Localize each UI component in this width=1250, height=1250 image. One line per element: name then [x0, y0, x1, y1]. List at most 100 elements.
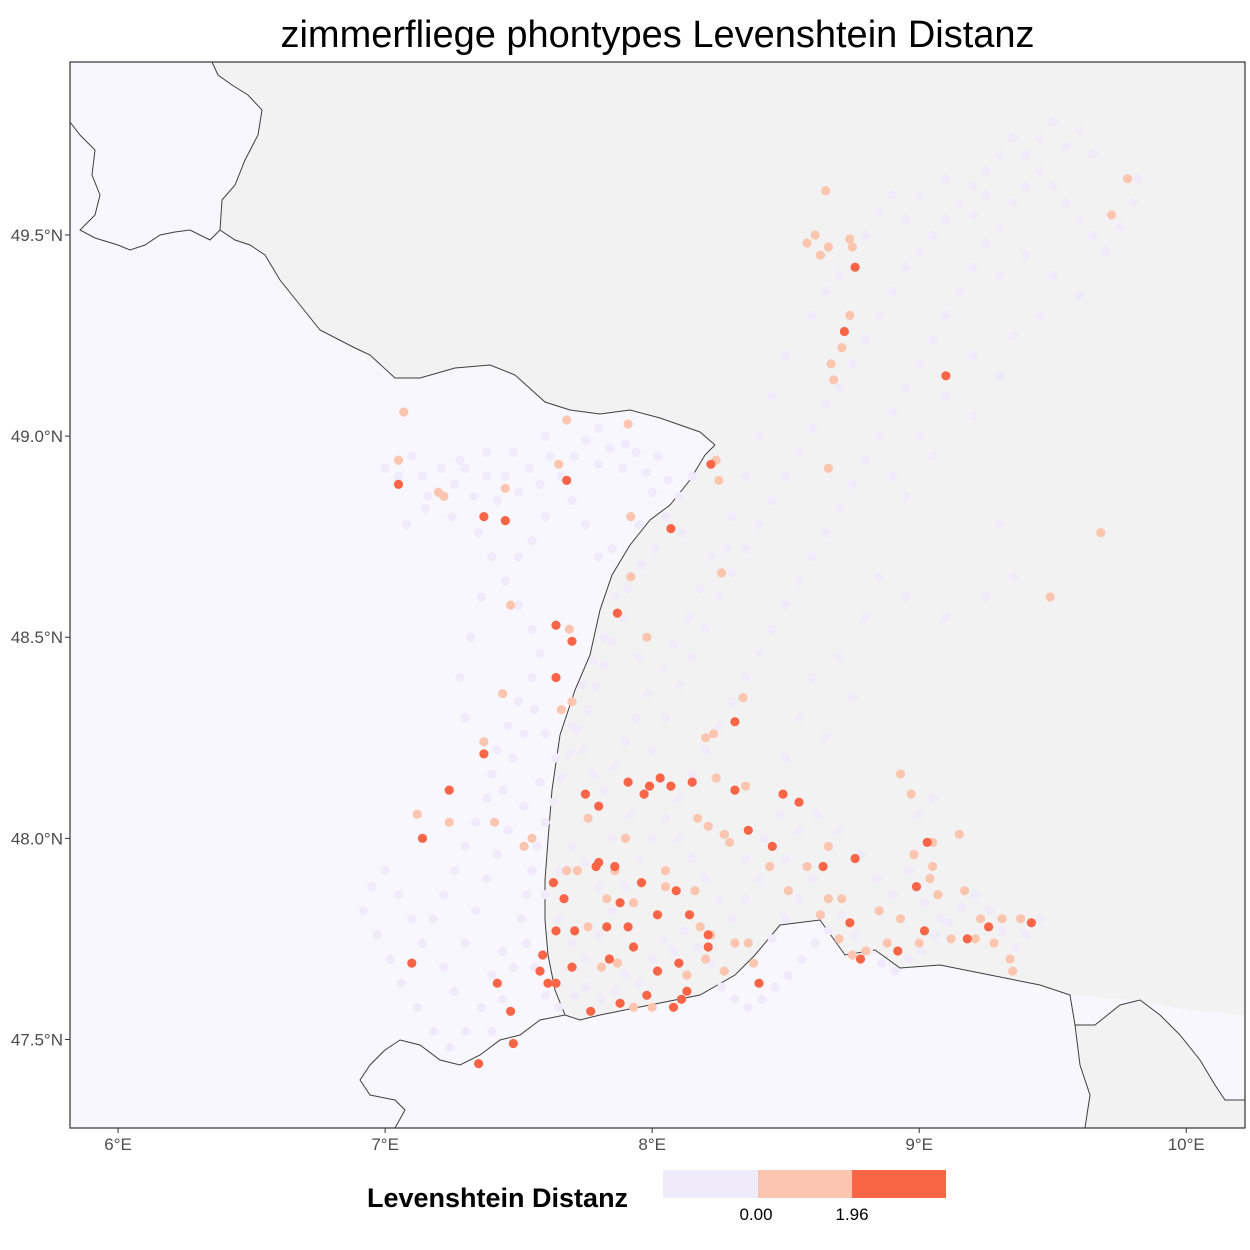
data-point-low	[439, 962, 449, 972]
data-point-high	[644, 781, 655, 791]
data-point-high	[962, 934, 972, 944]
data-point-low	[861, 455, 871, 465]
data-point-low	[580, 954, 591, 964]
data-point-mid	[660, 882, 671, 892]
data-point-low	[567, 495, 577, 506]
data-point-high	[730, 717, 740, 727]
data-point-low	[1074, 125, 1084, 135]
data-point-mid	[602, 894, 612, 904]
data-point-mid	[626, 511, 636, 522]
data-point-mid	[412, 809, 422, 819]
data-point-low	[968, 210, 978, 220]
data-point-low	[423, 491, 433, 501]
data-point-low	[861, 335, 871, 345]
data-point-low	[714, 721, 724, 731]
data-point-low	[642, 467, 652, 477]
data-point-low	[970, 890, 980, 900]
data-point-low	[767, 495, 777, 506]
data-point-low	[498, 946, 508, 956]
data-point-mid	[647, 1002, 657, 1012]
data-point-low	[527, 536, 537, 546]
data-point-low	[754, 520, 764, 530]
data-point-low	[631, 447, 641, 457]
legend-swatch-high	[852, 1170, 946, 1198]
data-point-mid	[823, 242, 834, 252]
data-point-low	[861, 230, 871, 240]
data-point-low	[647, 487, 657, 497]
data-point-low	[487, 769, 497, 779]
data-point-mid	[701, 954, 711, 964]
data-point-low	[471, 817, 481, 827]
data-point-high	[636, 878, 647, 888]
legend-label-break: 1.96	[835, 1205, 869, 1224]
border-swiss-north	[564, 919, 1245, 1101]
x-tick-label-9e: 9°E	[905, 1135, 933, 1154]
data-point-low	[944, 918, 954, 928]
data-point-low	[781, 753, 791, 763]
data-point-low	[887, 407, 898, 417]
data-point-high	[543, 978, 553, 988]
data-point-high	[628, 942, 639, 952]
data-point-low	[540, 890, 550, 900]
data-point-low	[634, 520, 644, 530]
data-point-low	[417, 471, 428, 481]
data-point-high	[407, 958, 417, 968]
data-point-low	[482, 471, 492, 481]
data-point-low	[717, 982, 727, 992]
data-point-low	[620, 970, 631, 980]
data-point-low	[1128, 198, 1138, 208]
data-point-low	[887, 286, 898, 296]
data-point-low	[1008, 198, 1018, 208]
data-point-low	[508, 447, 518, 457]
data-point-low	[807, 552, 818, 562]
data-point-low	[527, 672, 537, 683]
data-point-low	[599, 785, 609, 795]
data-point-low	[693, 942, 703, 952]
data-point-low	[727, 511, 737, 522]
map-axes: 6°E 7°E 8°E 9°E 10°E 49.5°N 49.0°N 48.5°…	[11, 226, 1205, 1154]
data-point-low	[901, 383, 911, 393]
data-point-low	[428, 1026, 438, 1037]
data-point-low	[941, 612, 951, 622]
data-point-low	[514, 697, 524, 707]
data-point-low	[514, 487, 524, 497]
data-point-low	[540, 431, 550, 441]
data-point-low	[754, 648, 764, 658]
data-point-low	[914, 431, 924, 441]
data-point-mid	[500, 483, 510, 493]
data-point-low	[741, 894, 751, 904]
shaded-region-north	[212, 62, 1245, 1020]
data-point-low	[436, 463, 446, 473]
data-point-low	[476, 1002, 486, 1012]
data-point-mid	[895, 769, 906, 779]
data-point-low	[372, 930, 382, 940]
data-point-low	[984, 906, 994, 916]
data-point-low	[861, 612, 871, 622]
data-point-mid	[946, 934, 956, 944]
data-point-low	[837, 910, 847, 920]
data-point-low	[668, 946, 679, 956]
data-point-high	[676, 994, 687, 1004]
data-point-low	[781, 914, 791, 924]
data-point-low	[460, 938, 470, 948]
data-point-mid	[815, 250, 826, 260]
data-point-low	[887, 471, 898, 481]
data-point-low	[679, 926, 689, 936]
data-point-low	[407, 451, 417, 461]
data-point-high	[850, 262, 860, 272]
data-point-low	[823, 926, 834, 936]
data-point-mid	[826, 359, 836, 369]
data-point-low	[1114, 222, 1125, 232]
data-point-mid	[693, 813, 703, 823]
data-point-mid	[506, 600, 516, 610]
data-point-high	[610, 861, 620, 872]
data-point-low	[449, 986, 460, 996]
data-point-low	[540, 511, 550, 522]
data-point-low	[498, 785, 508, 795]
data-point-low	[914, 359, 924, 369]
data-point-low	[647, 833, 657, 844]
data-point-low	[417, 938, 428, 948]
data-point-mid	[845, 310, 855, 320]
map-title: zimmerfliege phontypes Levenshtein Dista…	[280, 14, 1035, 56]
